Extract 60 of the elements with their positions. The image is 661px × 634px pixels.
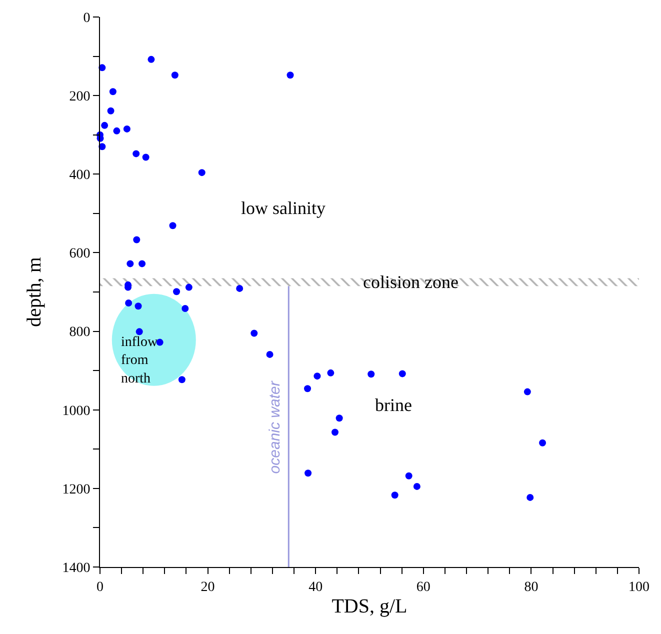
point [173, 288, 180, 296]
y-tick-label: 1400 [62, 560, 90, 576]
point [185, 284, 192, 291]
point [101, 122, 108, 129]
point [398, 370, 406, 378]
annotation: brine [375, 395, 412, 415]
point [132, 150, 140, 158]
point [314, 372, 321, 380]
annotation: inflow from north [121, 335, 158, 386]
y-tick-label: 600 [69, 246, 90, 262]
point [138, 260, 146, 268]
point [524, 388, 531, 396]
point [327, 369, 334, 376]
band-label: colision zone [363, 272, 458, 292]
point [148, 56, 155, 63]
point [126, 260, 134, 268]
y-axis-title: depth, m [24, 256, 46, 327]
point [336, 414, 343, 422]
point [304, 385, 312, 392]
point [286, 72, 294, 79]
annotation: low salinity [241, 198, 326, 218]
point [304, 470, 312, 477]
point [134, 302, 142, 310]
point [526, 494, 534, 501]
point [236, 284, 244, 292]
x-tick-label: 60 [416, 580, 430, 595]
point [109, 88, 116, 96]
point [142, 154, 150, 161]
y-tick-label: 1200 [62, 482, 90, 498]
point [266, 350, 274, 358]
point [391, 492, 398, 499]
point [413, 482, 420, 490]
y-tick-label: 800 [69, 325, 90, 340]
x-tick-label: 0 [96, 580, 104, 595]
ref-line-label: oceanic water [266, 380, 284, 474]
x-axis-title: TDS, g/L [332, 595, 408, 618]
y-tick-label: 1000 [62, 404, 90, 419]
point [113, 127, 120, 134]
point [125, 300, 132, 306]
point [405, 472, 412, 480]
point [332, 428, 338, 436]
point [539, 439, 546, 446]
point [169, 222, 176, 230]
y-tick-label: 400 [69, 168, 90, 184]
y-tick-label: 200 [69, 89, 90, 104]
x-tick-label: 80 [524, 580, 538, 595]
point [107, 107, 114, 114]
point [182, 305, 189, 312]
x-tick-label: 40 [308, 580, 323, 595]
point [171, 72, 178, 79]
point [250, 330, 258, 337]
point [368, 370, 375, 378]
point [123, 125, 130, 132]
point [133, 236, 140, 244]
x-tick-label: 20 [200, 580, 215, 595]
x-tick-label: 100 [628, 580, 650, 595]
point [178, 376, 186, 384]
y-tick-label: 0 [83, 10, 90, 26]
point [136, 328, 143, 336]
point [198, 169, 206, 176]
